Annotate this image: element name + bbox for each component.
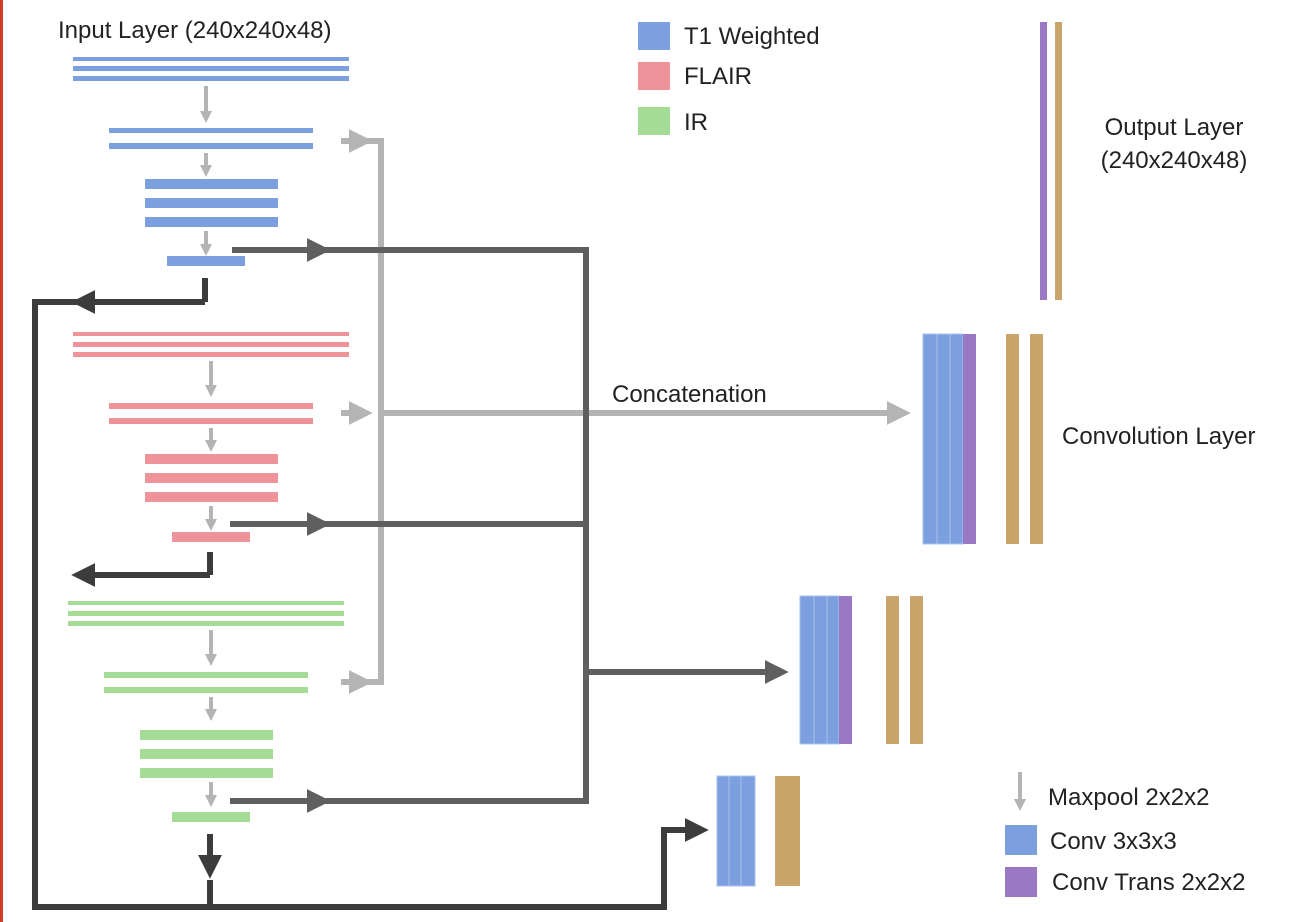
- ir-layer-1c: [68, 621, 344, 626]
- output-slice: [1055, 22, 1062, 300]
- legend-swatch-ir: [638, 107, 670, 135]
- ir-layer-2b: [104, 687, 308, 693]
- flair-layer-1a: [73, 332, 349, 336]
- concatenation-label: Concatenation: [612, 381, 767, 408]
- t1-layer-1b: [73, 66, 349, 71]
- legend-label-conv-trans: Conv Trans 2x2x2: [1052, 869, 1245, 896]
- t1-layer-4: [167, 256, 245, 266]
- t1-layer-3c: [145, 217, 278, 227]
- legend-swatch-conv-trans: [1005, 867, 1037, 897]
- output-conv-trans-slice: [1040, 22, 1047, 300]
- flair-layer-1c: [73, 352, 349, 357]
- legend-label-maxpool: Maxpool 2x2x2: [1048, 784, 1209, 811]
- left-frame-border: [0, 0, 3, 922]
- modality-legend: T1 Weighted FLAIR IR: [638, 22, 820, 136]
- t1-layer-2b: [109, 143, 313, 149]
- skip-vertical-bus: [362, 138, 384, 685]
- legend-swatch-conv: [1005, 825, 1037, 855]
- output-layer: [1040, 22, 1062, 300]
- flair-layer-2a: [109, 403, 313, 409]
- ir-layer-3c: [140, 768, 273, 778]
- output-block: [886, 596, 899, 744]
- ir-layer-1a: [68, 601, 344, 605]
- flair-layer-4: [172, 532, 250, 542]
- conv-block: [799, 595, 815, 745]
- flair-layer-2b: [109, 418, 313, 424]
- flair-layer-3b: [145, 473, 278, 483]
- flair-layer-3a: [145, 454, 278, 464]
- conv-block: [740, 775, 756, 887]
- decoder-block-small: [716, 775, 800, 887]
- legend-label-t1: T1 Weighted: [684, 23, 820, 50]
- conv-block: [728, 775, 742, 887]
- skip-connections-level-2: [341, 129, 911, 694]
- input-layer-label: Input Layer (240x240x48): [58, 17, 332, 44]
- t1-encoder-branch: [73, 57, 349, 266]
- output-block: [775, 776, 800, 886]
- conv-block: [949, 333, 964, 545]
- legend-label-conv: Conv 3x3x3: [1050, 828, 1177, 855]
- t1-layer-1a: [73, 57, 349, 61]
- decoder-block-medium: [799, 595, 923, 745]
- ir-layer-1b: [68, 611, 344, 616]
- operation-legend: Maxpool 2x2x2 Conv 3x3x3 Conv Trans 2x2x…: [1005, 772, 1245, 897]
- ir-layer-2a: [104, 672, 308, 678]
- ir-layer-3b: [140, 749, 273, 759]
- bottleneck-connections: [230, 238, 789, 813]
- feedback-path: [32, 278, 709, 910]
- flair-layer-3c: [145, 492, 278, 502]
- convolution-layer-label: Convolution Layer: [1062, 423, 1255, 450]
- t1-layer-3b: [145, 198, 278, 208]
- flair-layer-1b: [73, 342, 349, 347]
- legend-swatch-t1: [638, 22, 670, 50]
- decoder-block-large: [922, 333, 1043, 545]
- t1-layer-1c: [73, 76, 349, 81]
- ir-encoder-branch: [68, 601, 344, 822]
- conv-block: [922, 333, 938, 545]
- legend-label-ir: IR: [684, 109, 708, 136]
- output-block: [1030, 334, 1043, 544]
- output-layer-label-line1: Output Layer: [1105, 114, 1244, 141]
- output-block: [910, 596, 923, 744]
- conv-block: [826, 595, 840, 745]
- output-layer-label-line2: (240x240x48): [1101, 147, 1248, 174]
- flair-encoder-branch: [73, 332, 349, 542]
- legend-swatch-flair: [638, 62, 670, 90]
- t1-layer-3a: [145, 179, 278, 189]
- t1-layer-2a: [109, 128, 313, 133]
- output-block: [1006, 334, 1019, 544]
- legend-label-flair: FLAIR: [684, 63, 752, 90]
- conv-block: [716, 775, 730, 887]
- conv-block: [936, 333, 951, 545]
- conv-trans-block: [963, 334, 976, 544]
- conv-trans-block: [839, 596, 852, 744]
- conv-block: [813, 595, 828, 745]
- ir-layer-4: [172, 812, 250, 822]
- ir-layer-3a: [140, 730, 273, 740]
